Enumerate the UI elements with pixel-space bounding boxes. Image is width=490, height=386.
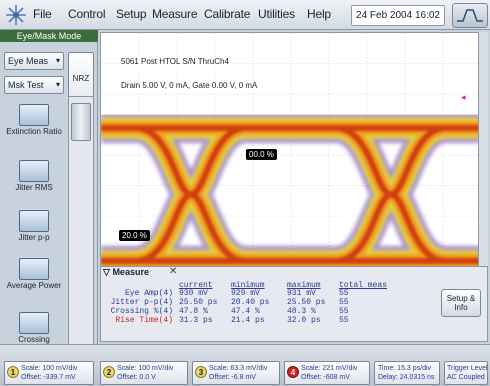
- channel-1-settings[interactable]: 1 Scale: 100 mV/div Offset: -339.7 mV: [4, 361, 94, 385]
- measure-cell-maximum: 931 mV: [287, 289, 316, 298]
- waveform-display[interactable]: 5061 Post HTOL S/N ThruCh4 Drain 5.00 V,…: [100, 32, 480, 276]
- measure-row-label: Crossing %(4): [110, 307, 173, 316]
- col-header-total: total meas: [339, 281, 388, 290]
- measure-cell-current: 31.3 ps: [179, 316, 213, 325]
- trigger-level-label: Trigger Level: [447, 365, 488, 372]
- menu-bar: File Control Setup Measure Calibrate Uti…: [0, 0, 490, 30]
- nrz-label: NRZ: [72, 74, 90, 83]
- jitter-pp-icon: [19, 210, 49, 232]
- display-bias-line: Drain 5.00 V, 0 mA, Gate 0.00 V, 0 mA: [119, 81, 260, 90]
- channel-2-scale: Scale: 100 mV/div: [117, 365, 174, 372]
- jitter-pp-button[interactable]: Jitter p-p: [4, 210, 64, 260]
- channel-2-offset: Offset: 0.0 V: [117, 374, 156, 381]
- channel-1-scale: Scale: 100 mV/div: [21, 365, 78, 372]
- timebase-delay: Delay: 24.0315 ns: [378, 374, 435, 381]
- eye-trace-layer: [101, 121, 479, 268]
- eye-meas-label: Eye Meas: [8, 56, 49, 66]
- channel-2-settings[interactable]: 2 Scale: 100 mV/div Offset: 0.0 V: [100, 361, 188, 385]
- measure-cell-minimum: 929 mV: [231, 289, 260, 298]
- measure-cell-minimum: 47.4 %: [231, 307, 260, 316]
- left-scrollbar-thumb[interactable]: [71, 103, 91, 141]
- measure-cell-total: 55: [339, 298, 349, 307]
- measure-cell-maximum: 25.50 ps: [287, 298, 326, 307]
- collapse-arrow-icon[interactable]: ▽: [103, 267, 110, 277]
- eye-trace-layer: [101, 125, 479, 264]
- bottom-status-bar: 1 Scale: 100 mV/div Offset: -339.7 mV 2 …: [0, 344, 490, 386]
- trigger-coupling: AC Coupled: [447, 374, 485, 381]
- mask-test-dropdown[interactable]: Msk Test ▾: [4, 76, 64, 94]
- menu-setup[interactable]: Setup: [116, 7, 147, 21]
- menu-utilities[interactable]: Utilities: [258, 7, 295, 21]
- measure-cell-total: 55: [339, 307, 349, 316]
- measure-title: ▽ Measure: [103, 267, 149, 278]
- setup-info-button[interactable]: Setup & Info: [441, 289, 481, 317]
- jitter-rms-label: Jitter RMS: [15, 183, 53, 192]
- measure-cell-total: 55: [339, 316, 349, 325]
- left-panel: Eye Meas ▾ Msk Test ▾ NRZ Extinction Rat…: [0, 42, 98, 364]
- right-scrollbar[interactable]: [478, 32, 488, 276]
- crossing-percentage-icon: [19, 312, 49, 334]
- measure-cell-current: 25.50 ps: [179, 298, 218, 307]
- marker-left-readout: 20.0 %: [119, 230, 150, 241]
- measure-cell-minimum: 20.40 ps: [231, 298, 270, 307]
- eye-meas-dropdown[interactable]: Eye Meas ▾: [4, 52, 64, 70]
- measure-cell-maximum: 48.3 %: [287, 307, 316, 316]
- channel-1-badge: 1: [7, 366, 19, 378]
- menu-file[interactable]: File: [33, 7, 52, 21]
- left-scrollbar[interactable]: ▼: [68, 96, 94, 358]
- eye-diagram: [101, 33, 479, 275]
- close-icon[interactable]: ✕: [169, 266, 178, 277]
- dropdown-arrow-icon: ▾: [55, 56, 60, 65]
- jitter-pp-label: Jitter p-p: [18, 233, 50, 242]
- menu-help[interactable]: Help: [307, 7, 331, 21]
- channel-3-offset: Offset: -6.8 mV: [209, 374, 256, 381]
- menu-measure[interactable]: Measure: [152, 7, 198, 21]
- extinction-ratio-icon: [19, 104, 49, 126]
- measure-cell-current: 930 mV: [179, 289, 208, 298]
- average-power-button[interactable]: Average Power: [4, 258, 64, 308]
- col-header-minimum: minimum: [231, 281, 265, 290]
- channel-4-settings[interactable]: 4 Scale: 221 mV/div Offset: -608 mV: [284, 361, 370, 385]
- channel-3-scale: Scale: 63.3 mV/div: [209, 365, 268, 372]
- measure-cell-minimum: 21.4 ps: [231, 316, 265, 325]
- menu-control[interactable]: Control: [68, 7, 106, 21]
- datetime-display: 24 Feb 2004 16:02: [351, 5, 445, 26]
- marker-top-readout: 00.0 %: [246, 149, 277, 160]
- measure-panel: ▽ Measure ✕ current minimum maximum tota…: [100, 266, 488, 342]
- channel-3-settings[interactable]: 3 Scale: 63.3 mV/div Offset: -6.8 mV: [192, 361, 280, 385]
- mode-label: Eye/Mask Mode: [0, 30, 98, 42]
- measure-cell-maximum: 32.0 ps: [287, 316, 321, 325]
- channel-2-badge: 2: [103, 366, 115, 378]
- jitter-rms-icon: [19, 160, 49, 182]
- col-header-current: current: [179, 281, 213, 290]
- waveform-icon: [457, 9, 483, 22]
- measure-cell-total: 55: [339, 289, 349, 298]
- channel-4-badge: 4: [287, 366, 299, 378]
- measure-row-label: Jitter p-p(4): [110, 298, 173, 307]
- timebase-settings[interactable]: Time: 15.3 ps/div Delay: 24.0315 ns: [374, 361, 440, 385]
- waveform-button[interactable]: [452, 3, 488, 28]
- trigger-settings[interactable]: Trigger Level AC Coupled: [444, 361, 488, 385]
- channel-4-scale: Scale: 221 mV/div: [301, 365, 358, 372]
- trigger-marker-icon: ◂: [461, 92, 466, 102]
- measure-row-label: Eye Amp(4): [124, 289, 173, 298]
- average-power-label: Average Power: [6, 281, 62, 290]
- extinction-ratio-button[interactable]: Extinction Ratio: [4, 104, 64, 154]
- measure-row-label: Rise Time(4): [115, 316, 173, 325]
- dropdown-arrow-icon: ▾: [55, 80, 60, 89]
- average-power-icon: [19, 258, 49, 280]
- channel-4-offset: Offset: -608 mV: [301, 374, 350, 381]
- menu-calibrate[interactable]: Calibrate: [204, 7, 251, 21]
- jitter-rms-button[interactable]: Jitter RMS: [4, 160, 64, 210]
- measure-title-text: Measure: [112, 267, 149, 277]
- channel-3-badge: 3: [195, 366, 207, 378]
- mask-test-label: Msk Test: [8, 80, 44, 90]
- measure-cell-current: 47.8 %: [179, 307, 208, 316]
- display-title-line: 5061 Post HTOL S/N ThruCh4: [119, 57, 231, 66]
- timebase-scale: Time: 15.3 ps/div: [378, 365, 432, 372]
- channel-1-offset: Offset: -339.7 mV: [21, 374, 76, 381]
- extinction-ratio-label: Extinction Ratio: [6, 127, 62, 136]
- col-header-maximum: maximum: [287, 281, 321, 290]
- agilent-logo-icon: [6, 5, 26, 25]
